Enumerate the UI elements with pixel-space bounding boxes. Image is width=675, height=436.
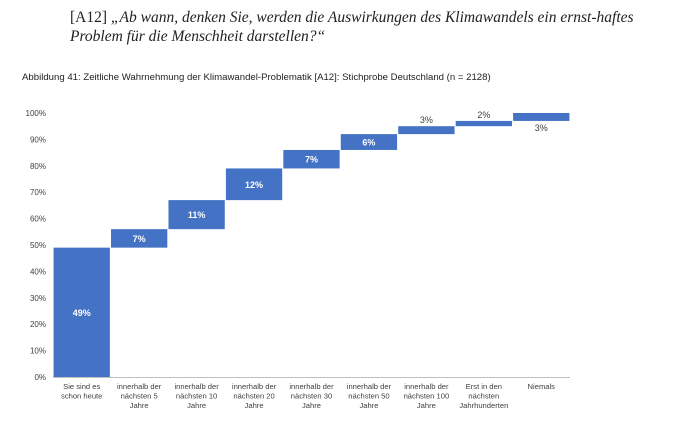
x-tick-label-line: Jahre <box>417 401 436 410</box>
bar <box>283 149 340 169</box>
x-tick-label: innerhalb der nächsten 10 Jahre <box>174 382 219 410</box>
x-tick-label-line: innerhalb der <box>232 382 277 391</box>
x-tick-label-line: innerhalb der <box>174 382 219 391</box>
x-tick-label-line: nächsten 30 <box>291 392 332 401</box>
figure-title: Abbildung 41: Zeitliche Wahrnehmung der … <box>22 72 491 83</box>
y-tick-label: 70% <box>30 188 46 197</box>
x-tick-label: innerhalb der nächsten 30 Jahre <box>289 382 334 410</box>
x-tick-label: innerhalb der nächsten 100 Jahre <box>404 382 450 410</box>
x-tick-label-line: innerhalb der <box>117 382 162 391</box>
bar <box>111 229 168 248</box>
x-tick-label-line: nächsten 5 <box>121 392 158 401</box>
y-tick-label: 90% <box>30 135 46 144</box>
data-label: 49% <box>73 308 91 318</box>
x-tick-label-line: nächsten 100 <box>404 392 450 401</box>
question-id: [A12] <box>70 9 108 26</box>
x-tick-label-line: innerhalb der <box>289 382 334 391</box>
survey-question: [A12] „Ab wann, denken Sie, werden die A… <box>70 8 666 46</box>
data-label: 12% <box>245 180 263 190</box>
x-tick-label: innerhalb der nächsten 50 Jahre <box>347 382 392 410</box>
x-tick-label-line: Jahrhunderten <box>459 401 508 410</box>
y-tick-label: 40% <box>30 267 46 276</box>
x-tick-label-line: nächsten 50 <box>348 392 389 401</box>
bar <box>513 113 570 121</box>
y-tick-label: 0% <box>34 373 46 382</box>
x-tick-label-line: nächsten 10 <box>176 392 217 401</box>
bar <box>398 126 455 135</box>
x-tick-label-line: nächsten <box>468 392 499 401</box>
x-tick-label: Sie sind es schon heute <box>61 382 102 401</box>
y-tick-label: 30% <box>30 294 46 303</box>
bar <box>168 200 225 230</box>
x-tick-label-line: schon heute <box>61 392 102 401</box>
x-tick-label-line: Erst in den <box>466 382 502 391</box>
bar <box>340 134 398 150</box>
data-label: 7% <box>305 155 318 165</box>
y-tick-label: 80% <box>30 162 46 171</box>
x-tick-label-line: innerhalb der <box>404 382 449 391</box>
x-tick-label-line: Jahre <box>245 401 264 410</box>
data-label: 3% <box>535 123 548 133</box>
bar <box>53 247 110 377</box>
x-tick-label-line: nächsten 20 <box>233 392 274 401</box>
y-tick-label: 100% <box>26 109 46 118</box>
data-label: 3% <box>420 115 433 125</box>
question-text: „Ab wann, denken Sie, werden die Auswirk… <box>70 9 634 45</box>
x-tick-label: innerhalb der nächsten 5 Jahre <box>117 382 162 410</box>
x-tick-label: Niemals <box>528 382 556 391</box>
x-tick-label: Erst in den nächsten Jahrhunderten <box>459 382 508 410</box>
x-tick-label-line: innerhalb der <box>347 382 392 391</box>
x-tick-label-line: Jahre <box>302 401 321 410</box>
x-tick-label-line: Jahre <box>187 401 206 410</box>
x-tick-label-line: Jahre <box>359 401 378 410</box>
bar <box>455 120 512 127</box>
y-tick-label: 60% <box>30 215 46 224</box>
data-label: 7% <box>133 234 146 244</box>
y-tick-label: 50% <box>30 241 46 250</box>
bar <box>225 168 283 201</box>
x-tick-label-line: Niemals <box>528 382 556 391</box>
data-label: 6% <box>362 138 375 148</box>
x-tick-label-line: Jahre <box>130 401 149 410</box>
x-tick-label-line: Sie sind es <box>63 382 100 391</box>
data-label: 2% <box>477 110 490 120</box>
data-label: 11% <box>188 210 206 220</box>
x-tick-label: innerhalb der nächsten 20 Jahre <box>232 382 277 410</box>
y-tick-label: 20% <box>30 320 46 329</box>
y-tick-label: 10% <box>30 347 46 356</box>
